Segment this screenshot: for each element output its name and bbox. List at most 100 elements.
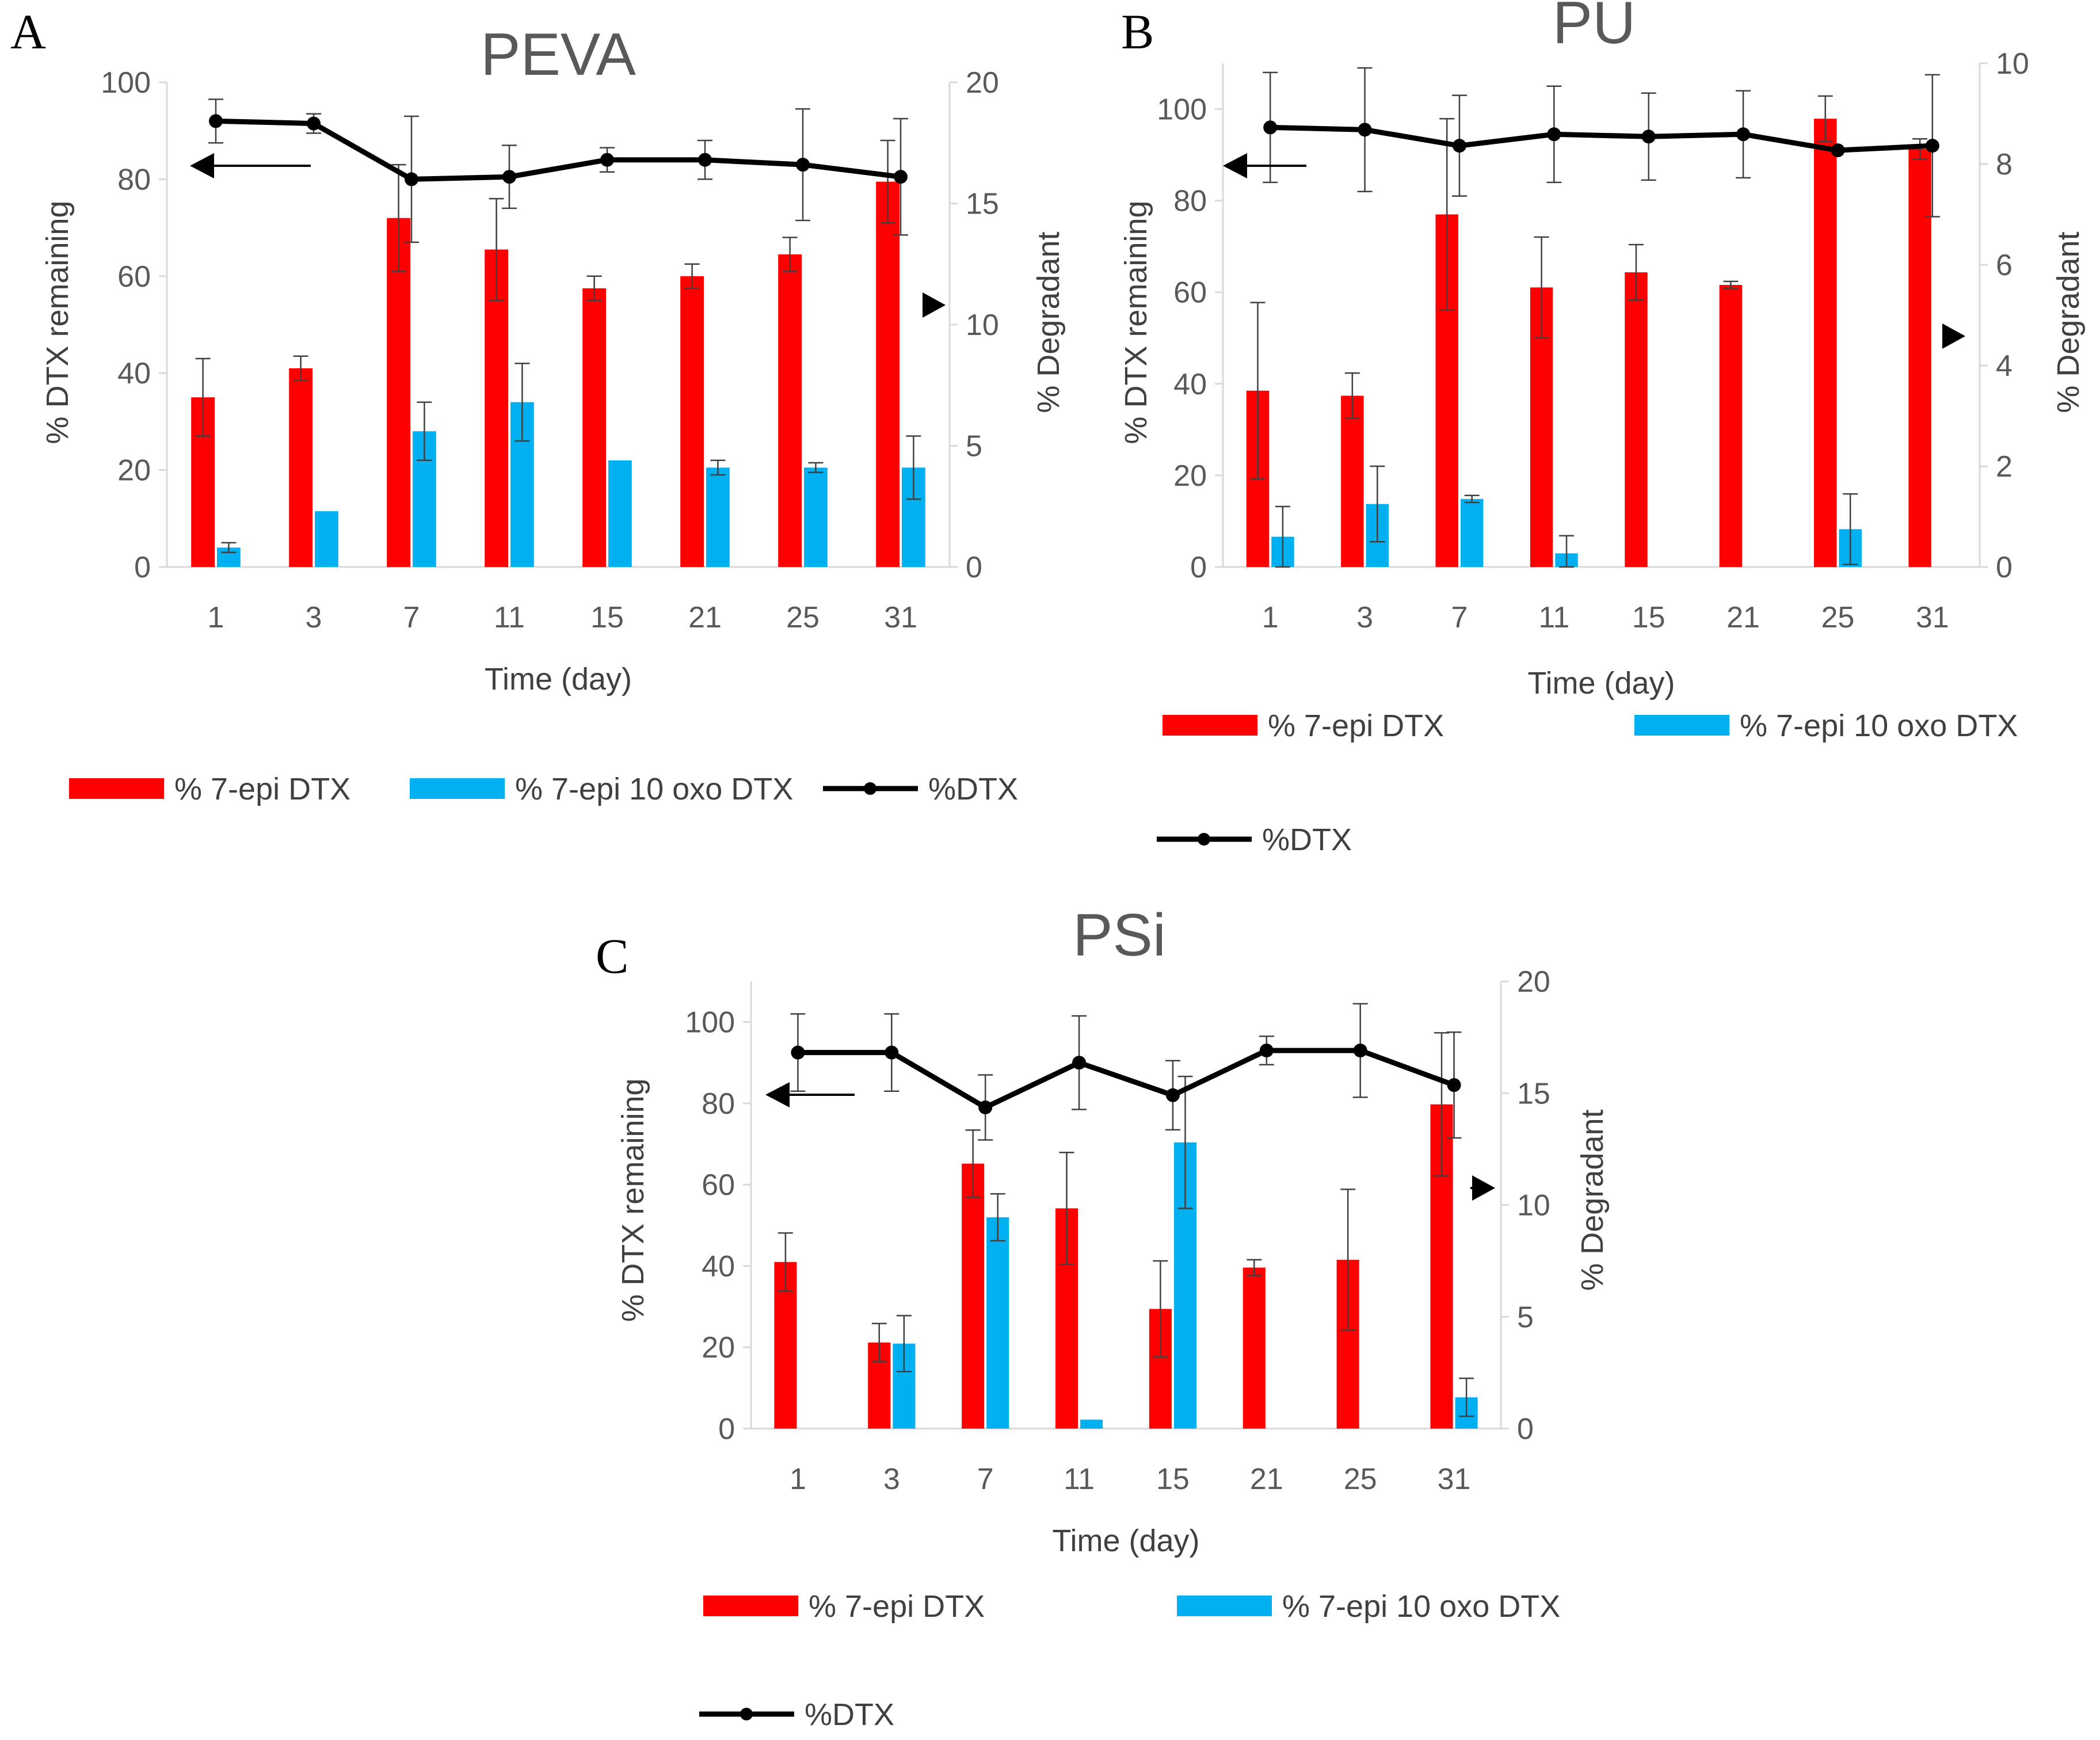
line-point (1447, 1078, 1461, 1092)
line-point (307, 116, 321, 131)
y-tick-label: 60 (117, 260, 151, 294)
line-point (1641, 130, 1656, 144)
legend-label: %DTX (805, 1697, 894, 1732)
y2-tick-label: 5 (1517, 1301, 1534, 1334)
y2-tick-label: 0 (966, 551, 982, 584)
y2-tick-label: 10 (1517, 1189, 1550, 1223)
bar-7-epi-10-oxo-dtx (315, 511, 338, 567)
error-bar (710, 459, 726, 476)
x-tick-label: 11 (1064, 1463, 1095, 1496)
error-bar (1459, 1377, 1474, 1417)
error-bar (1177, 1075, 1193, 1209)
bar-7-epi-dtx (289, 368, 312, 567)
y2-tick-label: 15 (1517, 1077, 1550, 1110)
legend-swatch-bar (69, 778, 164, 799)
x-tick-label: 15 (1632, 601, 1665, 634)
bar-7-epi-10-oxo-dtx (804, 467, 828, 567)
bar-7-epi-10-oxo-dtx (608, 460, 632, 567)
x-tick-label: 21 (688, 601, 722, 634)
chart-panel-a: A PEVA 0 20 40 60 80 100 0 5 10 15 20 1 3 7 11 15 21 25 31 Ti… (10, 4, 1066, 806)
y-tick-label: 60 (702, 1168, 735, 1202)
y2-tick-label: 4 (1996, 349, 2013, 383)
x-tick-label: 25 (1821, 601, 1855, 634)
line-point (1925, 139, 1939, 153)
line-point (1263, 120, 1278, 135)
line-point (698, 153, 712, 167)
y-tick-label: 20 (117, 454, 151, 488)
x-tick-label: 11 (1538, 601, 1569, 634)
line-point (1353, 1044, 1367, 1058)
error-bar (1439, 118, 1455, 311)
x-tick-label: 25 (1344, 1463, 1377, 1496)
x-tick-label: 3 (1356, 601, 1373, 634)
bar-7-epi-dtx (1341, 395, 1364, 567)
x-tick-label: 11 (494, 601, 525, 634)
error-bar (1059, 1151, 1074, 1265)
arrow-left-icon (190, 153, 311, 178)
x-tick-label: 21 (1727, 601, 1760, 634)
y2-tick-label: 0 (1517, 1412, 1534, 1446)
x-axis-title: Time (day) (1052, 1524, 1199, 1558)
error-bar (1464, 494, 1480, 504)
y2-tick-label: 10 (1996, 47, 2029, 81)
line-point (1736, 127, 1751, 142)
y-tick-label: 0 (1190, 551, 1207, 584)
error-bar (808, 462, 824, 474)
line-dtx (798, 1048, 1455, 1110)
bar-7-epi-dtx (962, 1163, 985, 1429)
chart-panel-c: C PSi 0 20 40 60 80 100 0 5 10 15 20 1 3 7 11 15 21 25 31 Tim… (596, 902, 1610, 1732)
legend-label: % 7-epi 10 oxo DTX (1740, 709, 2018, 743)
error-bar (896, 1315, 912, 1373)
x-tick-label: 7 (1451, 601, 1468, 634)
error-bar (1250, 302, 1266, 480)
chart-title: PEVA (481, 21, 636, 88)
error-bar (906, 435, 921, 500)
bar-7-epi-dtx (387, 218, 410, 567)
legend: % 7-epi DTX % 7-epi 10 oxo DTX %DTX (69, 772, 1018, 806)
error-bar (1344, 372, 1360, 420)
bar-7-epi-dtx (680, 276, 704, 567)
legend: % 7-epi DTX % 7-epi 10 oxo DTX %DTX (699, 1589, 1560, 1732)
x-tick-label: 31 (1438, 1463, 1471, 1496)
x-axis-title: Time (day) (485, 662, 632, 696)
legend-swatch-bar (1177, 1596, 1272, 1616)
bar-7-epi-dtx (582, 288, 606, 567)
error-bar (1843, 493, 1858, 565)
error-bar (586, 275, 602, 302)
arrow-right-icon (1942, 323, 1965, 349)
legend-label: %DTX (928, 772, 1018, 806)
legend-swatch-marker (864, 782, 876, 795)
y-axis-title: % DTX remaining (1119, 200, 1153, 444)
y-tick-label: 80 (117, 163, 151, 196)
line-dtx (215, 118, 901, 182)
y-axis-title: % DTX remaining (616, 1078, 650, 1322)
chart-title: PU (1553, 0, 1636, 56)
error-bar (489, 197, 504, 302)
legend-swatch-marker (1198, 833, 1210, 846)
panel-letter: C (596, 928, 628, 984)
line-point (1165, 1088, 1180, 1102)
line-point (405, 172, 418, 186)
legend-label: % 7-epi DTX (1268, 709, 1444, 743)
x-tick-label: 31 (884, 601, 917, 634)
y-tick-label: 40 (702, 1250, 735, 1283)
line-point (885, 1045, 899, 1060)
line-point (502, 170, 516, 184)
line-point (978, 1100, 993, 1114)
line-point (791, 1045, 805, 1060)
panel-letter: B (1121, 4, 1154, 59)
error-bar (965, 1129, 981, 1198)
legend-swatch-bar (410, 778, 505, 799)
y-tick-label: 0 (718, 1412, 735, 1446)
y2-tick-label: 15 (966, 188, 999, 221)
error-bar (778, 1232, 793, 1292)
y-tick-label: 0 (134, 551, 151, 584)
arrow-left-icon (765, 1082, 855, 1107)
line-point (1259, 1044, 1274, 1058)
bar-7-epi-dtx (485, 249, 508, 567)
line-point (1831, 143, 1845, 158)
error-bar (1559, 535, 1575, 568)
y2-tick-label: 20 (966, 66, 999, 100)
y2-tick-label: 5 (966, 430, 982, 463)
error-bar (1628, 243, 1644, 301)
